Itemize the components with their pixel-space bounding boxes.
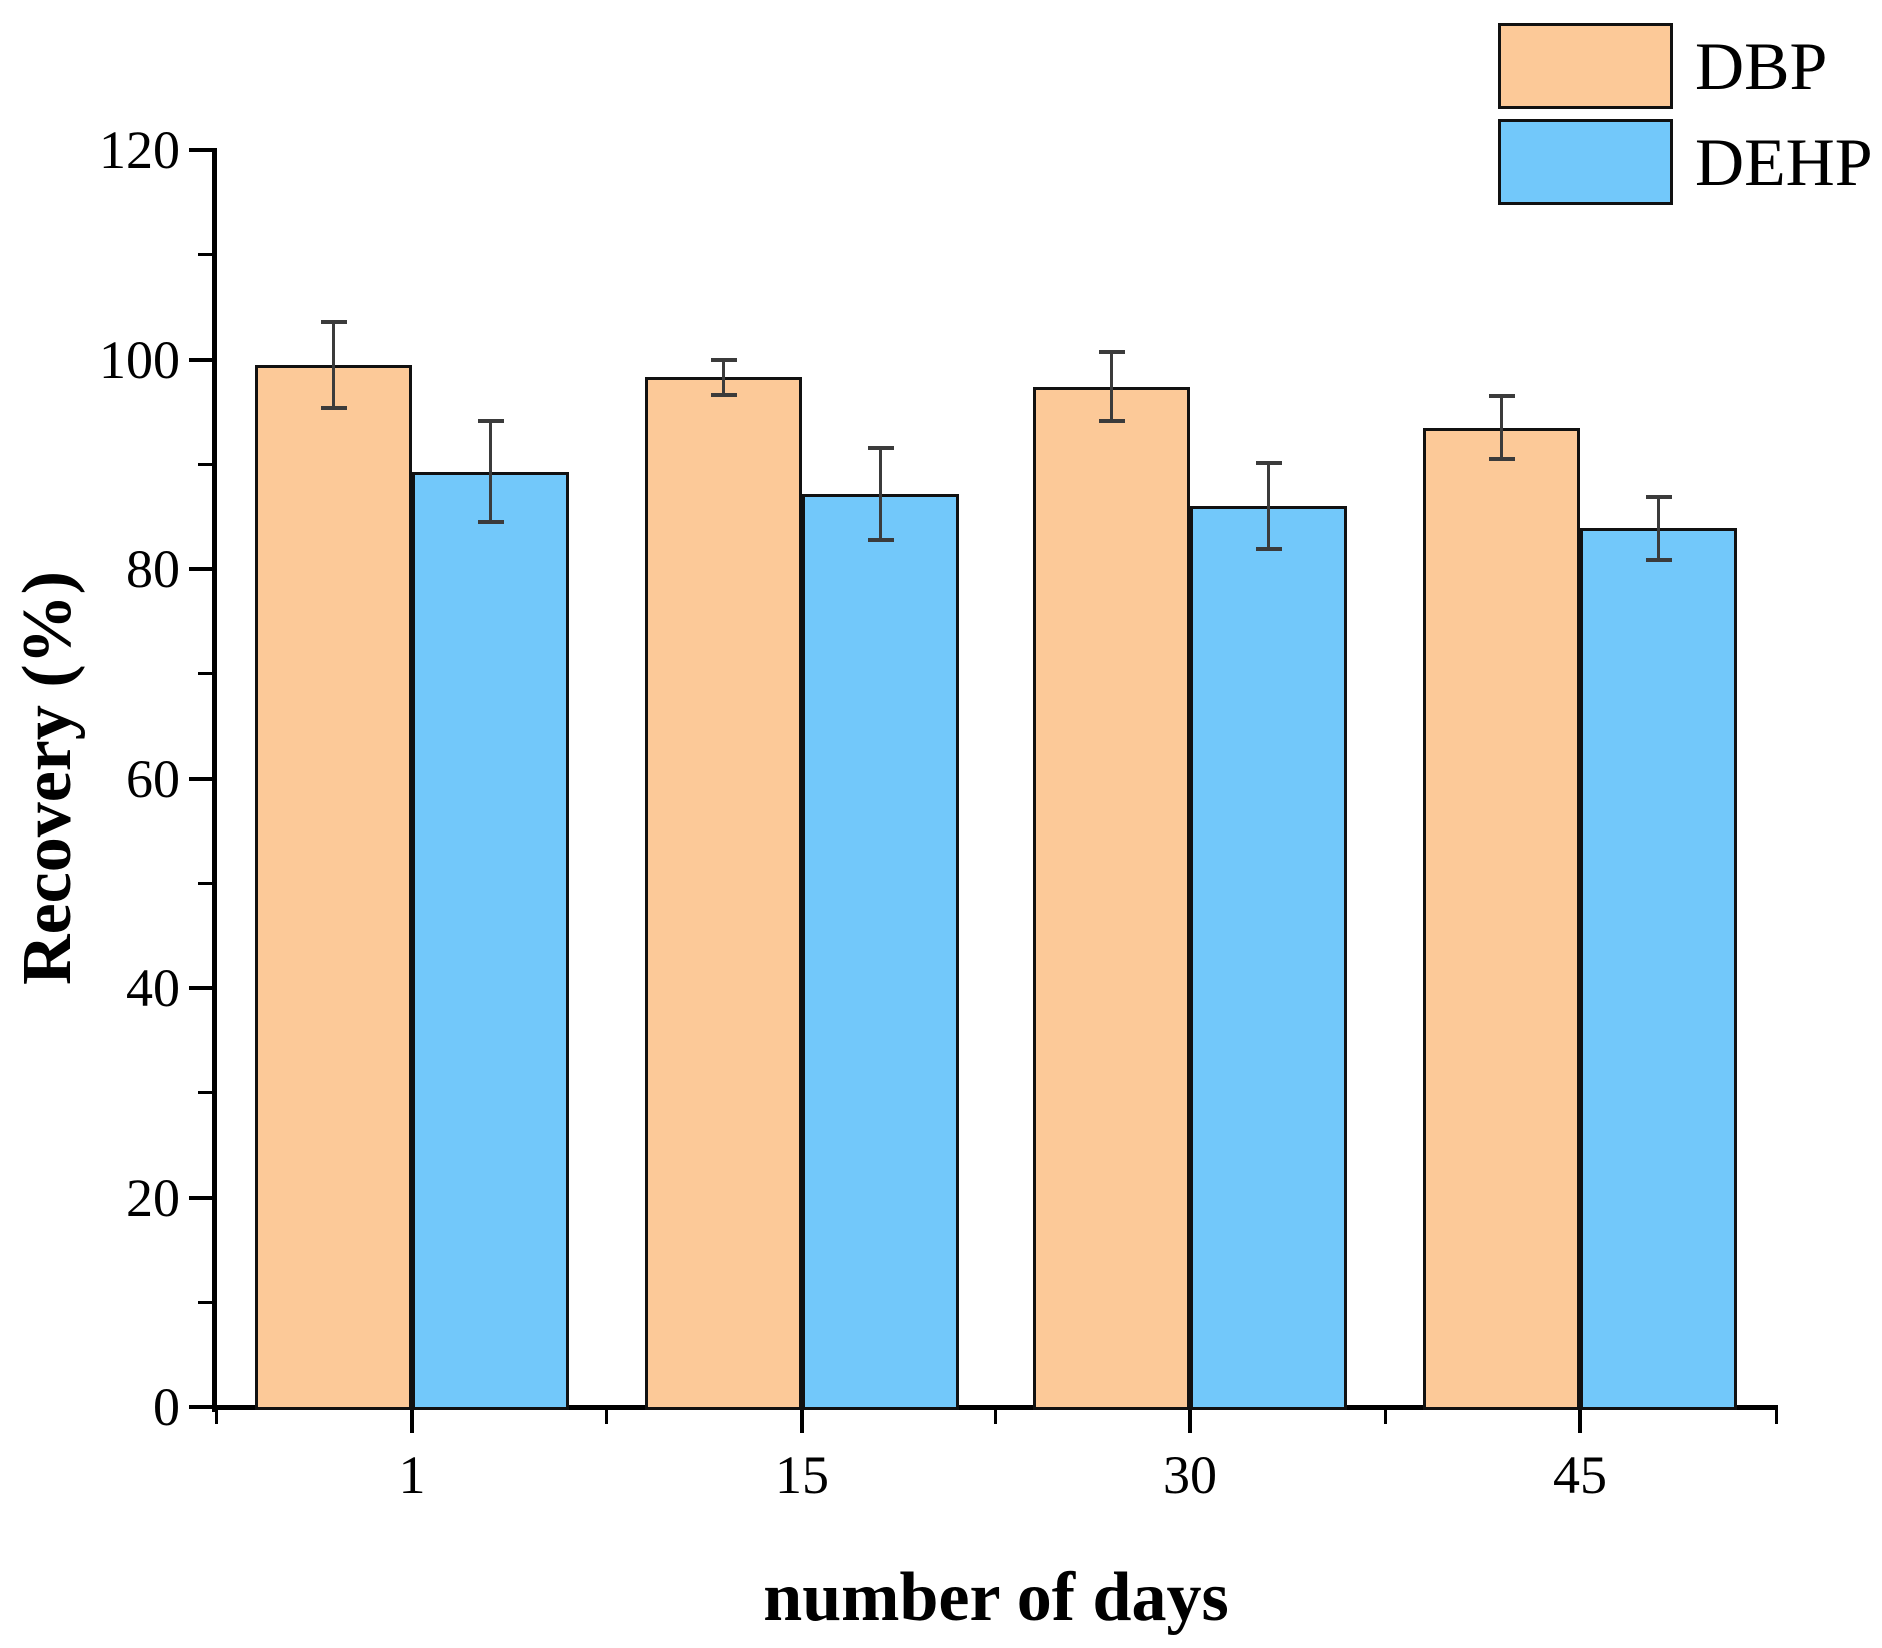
y-axis-minor-tick [198,881,212,885]
error-bar-cap-top [710,357,737,362]
bar-dbp-45 [1423,427,1580,1410]
y-axis-minor-tick [198,1300,212,1304]
error-bar-line [1657,496,1660,560]
legend-swatch-dehp [1498,119,1673,205]
legend-entry-dehp: DEHP [1498,119,1873,205]
error-bar-cap-top [320,319,347,324]
y-axis-major-tick [189,357,212,362]
y-tick-label: 60 [126,748,180,809]
y-tick-label: 20 [126,1167,180,1228]
error-bar-cap-top [1488,394,1515,399]
error-bar-line [1500,396,1503,460]
x-tick-label: 1 [398,1445,426,1505]
error-bar-line [1267,463,1270,550]
y-axis-major-tick [189,986,212,990]
error-bar-line [332,321,335,408]
error-bar-cap-bottom [320,405,347,410]
error-bar-cap-bottom [1645,557,1672,562]
y-tick-label: 80 [126,539,180,599]
x-axis-major-tick [800,1410,804,1433]
x-axis-minor-tick [993,1410,997,1424]
error-bar-cap-top [477,419,504,424]
x-tick-label: 45 [1553,1445,1607,1505]
x-axis-minor-tick [604,1410,608,1424]
error-bar-cap-top [1645,494,1672,499]
legend-entry-dbp: DBP [1498,23,1873,109]
error-bar-cap-bottom [1098,419,1125,424]
legend: DBP DEHP [1498,23,1873,205]
y-axis-major-tick [189,148,212,152]
error-bar-cap-bottom [1255,547,1282,552]
y-axis-major-tick [189,567,212,571]
y-tick-label: 120 [99,120,180,180]
bar-dehp-1 [412,471,569,1410]
error-bar-line [722,359,725,396]
legend-swatch-dbp [1498,23,1673,109]
legend-label: DBP [1695,28,1828,104]
x-axis-minor-tick [214,1410,218,1424]
y-axis-minor-tick [198,253,212,257]
y-axis-minor-tick [198,672,212,676]
x-tick-label: 15 [775,1445,829,1505]
y-axis-line [212,148,217,1412]
bar-dehp-45 [1580,528,1737,1410]
x-axis-title: number of days [763,1559,1229,1636]
x-axis-major-tick [1188,1410,1192,1433]
error-bar-cap-bottom [867,537,894,542]
error-bar-cap-bottom [477,519,504,524]
x-tick-label: 30 [1163,1445,1217,1505]
y-axis-major-tick [189,1405,212,1409]
error-bar-cap-bottom [1488,457,1515,461]
bar-dbp-30 [1033,386,1190,1410]
bar-dehp-30 [1190,506,1347,1410]
legend-label: DEHP [1695,124,1873,200]
x-axis-major-tick [410,1410,414,1433]
error-bar-line [489,421,492,522]
error-bar-line [879,447,882,540]
error-bar-cap-top [867,445,894,450]
error-bar-cap-top [1098,350,1125,355]
bar-dehp-15 [802,493,959,1410]
bar-dbp-15 [645,377,802,1410]
y-tick-label: 100 [99,329,180,390]
x-axis-line [212,1405,1778,1410]
y-axis-major-tick [189,776,212,781]
x-axis-minor-tick [1383,1410,1387,1424]
error-bar-cap-top [1255,461,1282,466]
x-axis-major-tick [1578,1410,1582,1433]
y-tick-label: 0 [153,1377,180,1437]
y-axis-minor-tick [198,1091,212,1095]
error-bar-cap-bottom [710,393,737,398]
bar-dbp-1 [255,364,412,1410]
y-tick-label: 40 [126,958,180,1018]
error-bar-line [1110,352,1113,422]
x-axis-minor-tick [1774,1410,1778,1424]
y-axis-major-tick [189,1195,212,1200]
y-axis-minor-tick [198,462,212,466]
